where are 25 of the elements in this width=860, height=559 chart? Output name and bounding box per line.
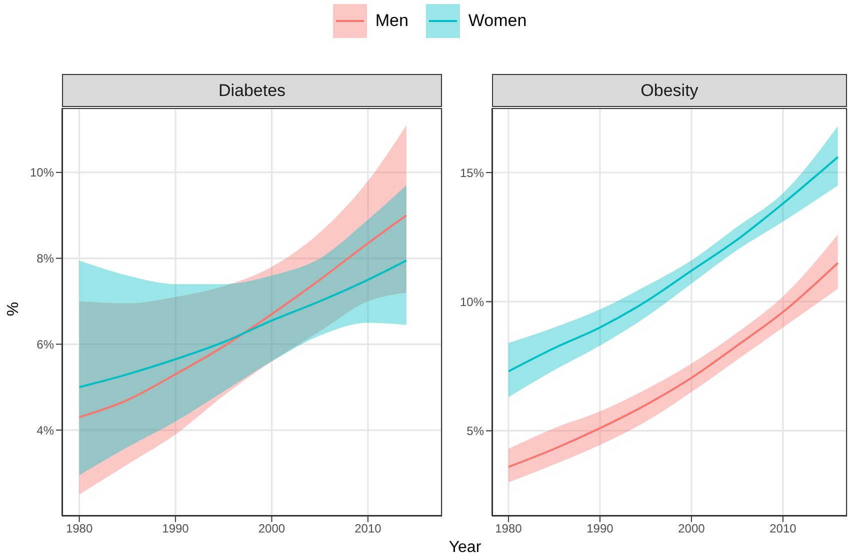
y-tick-label: 5% bbox=[466, 424, 484, 438]
x-tick-label: 2000 bbox=[678, 522, 706, 536]
legend-label: Women bbox=[468, 11, 527, 31]
x-tick-label: 1990 bbox=[586, 522, 614, 536]
legend-label: Men bbox=[375, 11, 408, 31]
line-series bbox=[78, 259, 408, 388]
x-tick-label: 2010 bbox=[354, 522, 382, 536]
y-tick-label: 10% bbox=[460, 294, 484, 309]
line-series bbox=[507, 156, 839, 372]
chart-title: Diabetes bbox=[218, 80, 286, 100]
x-tick-label: 1990 bbox=[162, 522, 190, 536]
y-tick-label: 10% bbox=[30, 166, 54, 180]
x-tick-label: 2000 bbox=[258, 522, 286, 536]
chart-title: Obesity bbox=[640, 80, 698, 100]
x-axis-title: Year bbox=[448, 539, 482, 557]
y-tick-label: 15% bbox=[460, 166, 484, 180]
x-tick-label: 1980 bbox=[495, 522, 522, 536]
line-series bbox=[78, 214, 408, 418]
y-tick-label: 4% bbox=[36, 423, 54, 438]
x-tick-label: 2010 bbox=[770, 522, 797, 536]
x-tick-label: 1980 bbox=[66, 522, 93, 536]
y-tick-label: 8% bbox=[36, 252, 54, 266]
y-tick-label: 6% bbox=[36, 337, 54, 352]
line-series bbox=[507, 262, 839, 468]
y-axis-title: % bbox=[5, 300, 23, 318]
